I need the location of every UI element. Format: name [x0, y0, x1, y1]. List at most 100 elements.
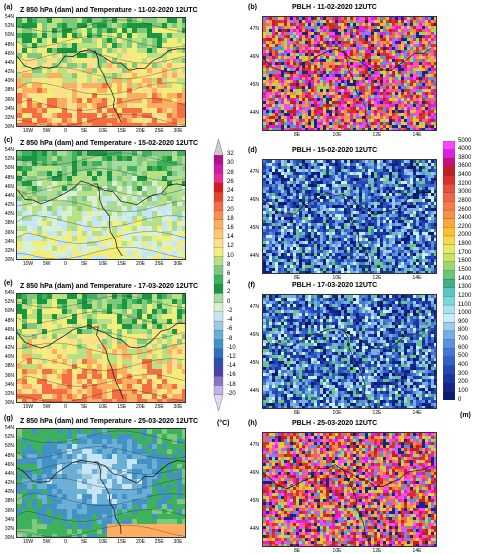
temperature-colorbar-label: 16 — [227, 225, 234, 231]
x-tick-label: 8E — [289, 132, 305, 138]
y-tick-label: 36N — [2, 373, 14, 379]
pblh-colorbar-swatch — [443, 322, 455, 331]
x-tick-label: 15E — [114, 261, 130, 267]
temperature-colorbar-swatch — [214, 238, 223, 248]
pblh-colorbar-label: 3000 — [458, 189, 471, 195]
temperature-colorbar-label: 24 — [227, 188, 234, 194]
pblh-colorbar-swatch — [443, 227, 455, 236]
y-tick-label: 46N — [247, 197, 259, 203]
y-tick-label: 38N — [2, 220, 14, 226]
y-tick-label: 52N — [2, 23, 14, 29]
panel-title: PBLH - 15-02-2020 12UTC — [292, 147, 377, 154]
x-tick-label: 12E — [369, 548, 385, 554]
x-tick-label: 15E — [114, 404, 130, 410]
x-tick-label: 5E — [76, 261, 92, 267]
panel-tag: (b) — [248, 4, 257, 11]
pblh-colorbar-label: 1500 — [458, 267, 471, 273]
pblh-colorbar-swatch — [443, 288, 455, 297]
x-tick-label: 8E — [289, 275, 305, 281]
panel-tag: (a) — [4, 4, 13, 11]
pblh-colorbar-swatch — [443, 331, 455, 340]
pblh-colorbar-label: 3800 — [458, 155, 471, 161]
temperature-colorbar-label: 12 — [227, 243, 234, 249]
x-tick-label: 20E — [133, 404, 149, 410]
temperature-colorbar-swatch — [214, 340, 223, 350]
pblh-colorbar-swatch — [443, 158, 455, 167]
y-tick-label: 42N — [2, 202, 14, 208]
x-tick-label: 30E — [170, 404, 186, 410]
temperature-colorbar-swatch — [214, 330, 223, 340]
temperature-colorbar-swatch — [214, 349, 223, 359]
temperature-map-svg — [17, 18, 186, 127]
temperature-colorbar-swatch — [214, 303, 223, 313]
temperature-colorbar-label: 28 — [227, 170, 234, 176]
pblh-map-svg — [263, 295, 437, 409]
pblh-colorbar-label: 1000 — [458, 310, 471, 316]
x-tick-label: 25E — [151, 404, 167, 410]
pblh-colorbar-swatch — [443, 357, 455, 366]
panel-title: Z 850 hPa (dam) and Temperature - 15-02-… — [20, 140, 198, 147]
y-tick-label: 30N — [2, 257, 14, 263]
y-tick-label: 44N — [2, 471, 14, 477]
y-tick-label: 48N — [2, 175, 14, 181]
panel-tag: (g) — [4, 415, 13, 422]
temperature-colorbar-label: -16 — [227, 372, 236, 378]
temperature-colorbar-swatch — [214, 266, 223, 276]
temperature-colorbar-label: 10 — [227, 253, 234, 259]
temperature-colorbar-label: 20 — [227, 207, 234, 213]
x-tick-label: 10E — [95, 261, 111, 267]
temperature-colorbar-label: -4 — [227, 317, 232, 323]
temperature-colorbar-swatch — [214, 174, 223, 184]
temperature-map-svg — [17, 294, 186, 403]
pblh-colorbar-swatch — [443, 210, 455, 219]
x-tick-label: 10E — [95, 539, 111, 545]
y-tick-label: 47N — [247, 26, 259, 32]
panel-tag: (f) — [248, 282, 255, 289]
x-tick-label: 25E — [151, 261, 167, 267]
temperature-colorbar-swatch — [214, 192, 223, 202]
pblh-unit: (m) — [460, 412, 471, 419]
y-tick-label: 40N — [2, 78, 14, 84]
temperature-colorbar-swatch — [214, 293, 223, 303]
temperature-colorbar-label: 4 — [227, 280, 230, 286]
y-tick-label: 50N — [2, 165, 14, 171]
y-tick-label: 42N — [2, 345, 14, 351]
y-tick-label: 30N — [2, 124, 14, 130]
x-tick-label: 0 — [58, 539, 74, 545]
x-tick-label: 12E — [369, 275, 385, 281]
y-tick-label: 54N — [2, 425, 14, 431]
temperature-colorbar-swatch — [214, 139, 223, 155]
x-tick-label: 10E — [329, 410, 345, 416]
temperature-colorbar-swatch — [214, 275, 223, 285]
y-tick-label: 38N — [2, 363, 14, 369]
panel-title: Z 850 hPa (dam) and Temperature - 25-03-… — [20, 418, 198, 425]
temperature-colorbar-label: -8 — [227, 336, 232, 342]
temperature-map — [16, 428, 186, 538]
x-tick-label: 30E — [170, 539, 186, 545]
temperature-map-svg — [17, 429, 186, 538]
pblh-map — [262, 159, 437, 274]
temperature-colorbar-label: 30 — [227, 160, 234, 166]
pblh-colorbar-label: 1700 — [458, 250, 471, 256]
temperature-colorbar-label: -2 — [227, 308, 232, 314]
pblh-colorbar-swatch — [443, 193, 455, 202]
temperature-colorbar-label: -18 — [227, 382, 236, 388]
x-tick-label: 5W — [39, 404, 55, 410]
pblh-map-svg — [263, 17, 437, 131]
temperature-map-svg — [17, 151, 186, 260]
x-tick-label: 15E — [114, 539, 130, 545]
y-tick-label: 44N — [2, 60, 14, 66]
y-tick-label: 46N — [2, 51, 14, 57]
pblh-colorbar-label: 5000 — [458, 138, 471, 144]
pblh-map — [262, 432, 437, 547]
y-tick-label: 32N — [2, 115, 14, 121]
x-tick-label: 25E — [151, 128, 167, 134]
temperature-colorbar-swatch — [214, 155, 223, 165]
y-tick-label: 48N — [2, 318, 14, 324]
pblh-colorbar-label: 3400 — [458, 172, 471, 178]
x-tick-label: 20E — [133, 128, 149, 134]
temperature-colorbar-label: -10 — [227, 345, 236, 351]
temperature-colorbar-label: 8 — [227, 262, 230, 268]
y-tick-label: 47N — [247, 169, 259, 175]
x-tick-label: 10W — [20, 128, 36, 134]
